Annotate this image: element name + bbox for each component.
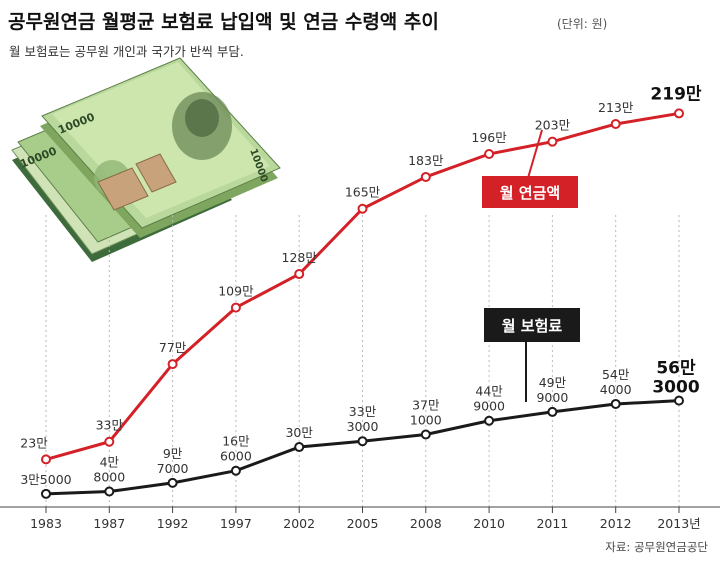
pension-point xyxy=(610,119,621,130)
premium-value-label: 4만 xyxy=(100,455,120,470)
pension-point xyxy=(420,171,431,182)
pension-value-label: 183만 xyxy=(408,153,444,168)
chart-title: 공무원연금 월평균 보험료 납입액 및 연금 수령액 추이 xyxy=(8,11,439,33)
pension-point xyxy=(484,149,495,160)
series-group xyxy=(41,108,684,499)
premium-value-label: 33만 xyxy=(349,404,377,419)
pension-value-label: 128만 xyxy=(282,250,318,265)
premium-point xyxy=(104,486,115,497)
bill-upper-face xyxy=(52,62,270,218)
premium-value-label: 3000 xyxy=(652,378,699,398)
pension-point xyxy=(674,108,684,119)
legend-premium-box xyxy=(484,308,580,342)
premium-point xyxy=(294,442,305,453)
premium-value-label: 16만 xyxy=(222,434,250,449)
pension-value-label: 77만 xyxy=(159,340,187,355)
legend-pension-leader xyxy=(527,129,543,179)
premium-value-label: 9000 xyxy=(473,399,505,414)
pension-value-label: 23만 xyxy=(20,435,48,450)
pension-value-label: 109만 xyxy=(218,284,254,299)
premium-value-label: 7000 xyxy=(157,461,189,476)
premium-point xyxy=(167,477,178,488)
pension-value-label: 213만 xyxy=(598,100,634,115)
legend-pension-label: 월 연금액 xyxy=(500,184,560,202)
premium-value-label: 4000 xyxy=(600,382,632,397)
premium-point xyxy=(610,398,621,409)
money-bundle-illustration: 10000 10000 10000 xyxy=(11,57,281,262)
x-axis-ticks: 1983 1987 1992 1997 2002 2005 2008 2010 2011 2012… xyxy=(30,507,701,531)
data-labels: 23만 33만 77만 109만 128만 165만 183만 196만 203만 213만 219… xyxy=(20,84,702,486)
premium-point xyxy=(674,395,684,406)
x-tick-label: 2013년 xyxy=(657,516,700,531)
premium-value-label: 8000 xyxy=(93,470,125,485)
pension-point xyxy=(230,302,241,313)
premium-value-label: 44만 xyxy=(475,384,503,399)
pension-value-label: 219만 xyxy=(650,84,701,104)
x-tick-label: 2008 xyxy=(410,516,442,531)
source-note: 자료: 공무원연금공단 xyxy=(605,540,708,554)
pension-point xyxy=(357,203,368,214)
x-tick-label: 2005 xyxy=(347,516,379,531)
premium-value-label: 3000 xyxy=(347,419,379,434)
legend-pension-box xyxy=(482,176,578,208)
legend-premium-label: 월 보험료 xyxy=(502,317,563,335)
x-tick-label: 2012 xyxy=(600,516,632,531)
pension-value-label: 33만 xyxy=(96,418,124,433)
x-tick-label: 1992 xyxy=(157,516,189,531)
pension-point xyxy=(547,136,558,147)
x-tick-label: 1987 xyxy=(93,516,125,531)
pension-point xyxy=(167,359,178,370)
premium-value-label: 9000 xyxy=(536,390,568,405)
premium-value-label: 6000 xyxy=(220,449,252,464)
x-tick-label: 2011 xyxy=(536,516,568,531)
pension-point xyxy=(104,436,115,447)
portrait-face-icon xyxy=(185,99,219,137)
unit-note: (단위: 원) xyxy=(557,17,607,31)
premium-point xyxy=(230,465,241,476)
x-tick-label: 2010 xyxy=(473,516,505,531)
vertical-gridlines xyxy=(45,215,680,507)
pension-value-label: 196만 xyxy=(471,130,507,145)
premium-point xyxy=(420,429,431,440)
paper-band-icon xyxy=(135,153,177,193)
premium-value-label: 9만 xyxy=(163,446,183,461)
premium-value-label: 49만 xyxy=(539,375,567,390)
premium-value-label: 3만5000 xyxy=(20,472,71,487)
premium-point xyxy=(547,406,558,417)
premium-point xyxy=(484,415,495,426)
chart-subtitle: 월 보험료는 공무원 개인과 국가가 반씩 부담. xyxy=(9,44,244,59)
legend-premium: 월 보험료 xyxy=(484,308,580,402)
premium-value-label: 1000 xyxy=(410,413,442,428)
pension-point xyxy=(294,269,305,280)
premium-value-label: 37만 xyxy=(412,398,440,413)
paper-band-icon xyxy=(97,167,149,211)
pension-point xyxy=(41,454,51,465)
premium-point xyxy=(357,436,368,447)
premium-value-label: 56만 xyxy=(656,359,696,379)
x-tick-label: 1997 xyxy=(220,516,252,531)
premium-value-label: 54만 xyxy=(602,367,630,382)
legend-pension: 월 연금액 xyxy=(482,129,578,208)
x-tick-label: 1983 xyxy=(30,516,62,531)
x-tick-label: 2002 xyxy=(283,516,315,531)
premium-value-label: 30만 xyxy=(285,425,313,440)
premium-point xyxy=(41,488,51,499)
pension-value-label: 165만 xyxy=(345,185,381,200)
pension-value-label: 203만 xyxy=(535,118,571,133)
